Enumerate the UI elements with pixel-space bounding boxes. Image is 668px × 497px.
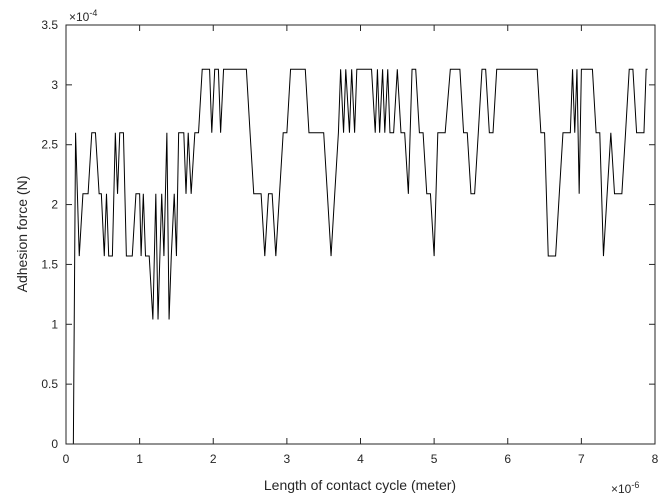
x-tick-label: 5	[431, 452, 438, 466]
x-tick-label: 1	[136, 452, 143, 466]
x-tick-label: 2	[210, 452, 217, 466]
x-tick-label: 4	[357, 452, 364, 466]
y-axis-label: Adhesion force (N)	[14, 176, 30, 293]
x-axis-multiplier-base: ×10	[611, 482, 632, 496]
x-axis-multiplier: ×10-6	[611, 480, 639, 496]
x-tick-label: 8	[652, 452, 659, 466]
series-line	[72, 68, 648, 445]
x-axis-multiplier-exponent: -6	[631, 480, 639, 490]
plot-area	[66, 25, 655, 444]
y-tick-label: 0.5	[41, 377, 58, 391]
y-tick-label: 2	[51, 198, 58, 212]
y-axis-multiplier-exponent: -4	[89, 8, 97, 18]
plot-frame	[65, 24, 656, 445]
y-tick-label: 1.5	[41, 257, 58, 271]
y-axis-multiplier-base: ×10	[69, 10, 90, 24]
x-tick-label: 0	[63, 452, 70, 466]
x-tick-label: 6	[504, 452, 511, 466]
y-tick-label: 1	[51, 317, 58, 331]
x-axis-label: Length of contact cycle (meter)	[264, 477, 456, 493]
x-tick-label: 3	[284, 452, 291, 466]
y-tick-label: 3.5	[41, 18, 58, 32]
tick-labels: 0 1 2 3 4 5 6 7 8 0 0.5 1 1.5 2 2.5 3 3.5	[41, 18, 658, 466]
y-tick-label: 3	[51, 78, 58, 92]
series-layer	[72, 68, 648, 445]
x-tick-label: 7	[578, 452, 585, 466]
y-axis-multiplier: ×10-4	[69, 8, 97, 24]
y-tick-label: 2.5	[41, 138, 58, 152]
y-tick-label: 0	[51, 437, 58, 451]
